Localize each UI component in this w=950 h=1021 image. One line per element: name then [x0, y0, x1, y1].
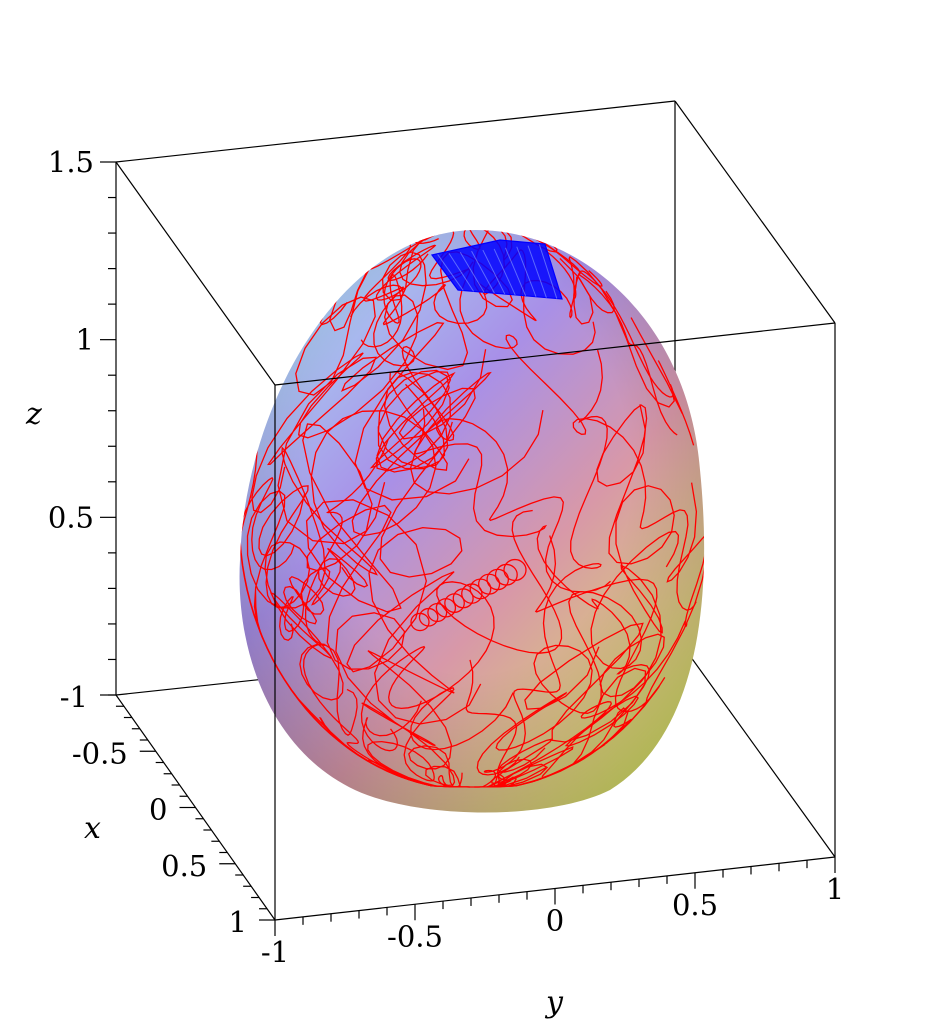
red-trajectory-segment	[501, 230, 603, 287]
y-axis-tick-label: 0	[546, 904, 564, 938]
blue-trajectory-strand	[504, 247, 527, 297]
red-trajectory-segment	[392, 771, 447, 788]
blue-trajectory-strand	[437, 254, 464, 291]
x-axis-tick-label: -1	[60, 680, 88, 714]
x-axis-tick-label: 0	[149, 793, 167, 827]
red-trajectory-coil	[503, 558, 527, 582]
z-axis-tick-label: 0.5	[48, 500, 94, 534]
red-trajectory-segment	[360, 509, 563, 752]
axis-ticks	[100, 161, 836, 936]
y-axis-tick-label: 0.5	[672, 888, 718, 922]
red-trajectory-segment	[350, 275, 615, 326]
blue-trajectory-strand	[516, 246, 537, 297]
red-trajectory-segment	[369, 369, 456, 473]
egg-surface	[239, 230, 705, 813]
blue-trajectory-strand	[538, 244, 558, 299]
box-edge	[274, 322, 836, 386]
z-axis-tick-label: 1.5	[48, 145, 94, 179]
red-trajectory-segment	[474, 349, 608, 788]
box-edge	[115, 161, 276, 386]
x-axis-label: x	[84, 811, 101, 846]
box-edge	[115, 100, 676, 163]
red-trajectory-segment	[367, 349, 487, 788]
blue-trajectory-strand	[527, 245, 547, 298]
blue-trajectory-strand	[448, 253, 475, 292]
axis-tick-labels: 0.5 1 1.5 -1 -0.5 0 0.5 1 -1 -0.5 0 0.5 1	[48, 145, 844, 969]
blue-trajectory-strand	[459, 251, 485, 293]
red-trajectory-segment	[428, 230, 697, 611]
red-trajectory-segment	[258, 485, 358, 736]
red-trajectory-segment	[279, 547, 369, 642]
red-trajectory-segment	[487, 738, 554, 788]
y-axis-tick-label: -1	[261, 935, 289, 969]
blue-trajectory-strand	[493, 248, 516, 296]
red-trajectory-segment	[476, 530, 680, 776]
y-axis-tick-label: -0.5	[387, 919, 443, 953]
x-axis-tick-label: 0.5	[161, 849, 207, 883]
x-axis-tick-label: -0.5	[72, 736, 128, 770]
red-trajectory-segment	[559, 255, 683, 414]
blue-trajectory-strand	[482, 249, 506, 295]
box-edge	[674, 634, 836, 858]
red-trajectory-segment	[413, 408, 651, 765]
x-axis-tick-label: 1	[229, 905, 247, 939]
red-trajectory-segment	[541, 404, 675, 778]
z-axis-label: z	[25, 397, 42, 432]
box-edge	[674, 100, 836, 324]
red-trajectory-segment	[610, 482, 705, 740]
z-axis-tick-label: 1	[76, 323, 94, 357]
red-trajectory	[239, 230, 705, 788]
blue-trajectory	[430, 239, 563, 300]
y-axis-label: y	[544, 985, 564, 1020]
red-trajectory-segment	[399, 230, 474, 287]
red-trajectory-segment	[340, 230, 470, 501]
blue-trajectory-patch	[430, 239, 563, 300]
surface-shading	[239, 230, 705, 813]
blue-trajectory-strand	[471, 250, 495, 294]
y-axis-tick-label: 1	[826, 872, 844, 906]
red-trajectory-segment	[524, 622, 647, 783]
